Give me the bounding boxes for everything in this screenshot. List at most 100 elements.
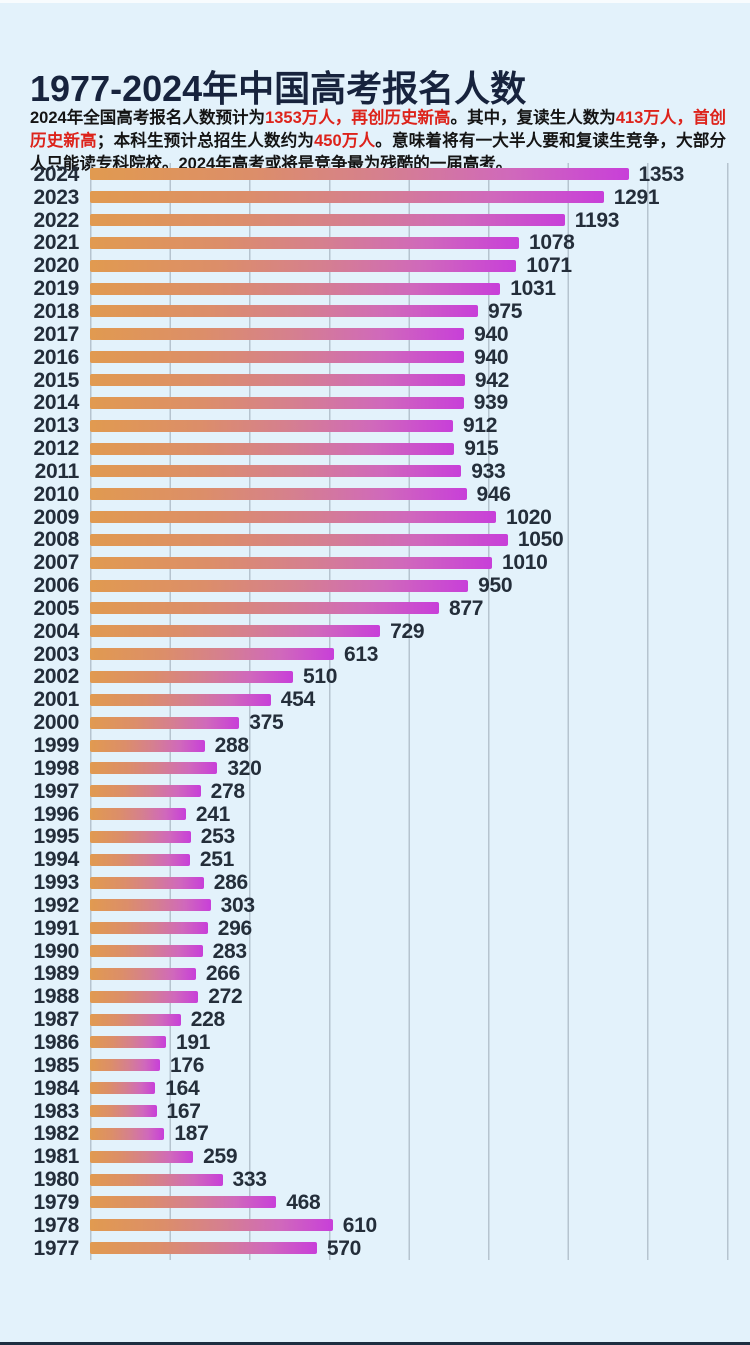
row-plot-area: 933 <box>90 461 750 482</box>
intro-segment: 。其中，复读生人数为 <box>450 108 616 127</box>
bar <box>90 1219 333 1232</box>
bar <box>90 419 453 432</box>
bar <box>90 168 629 181</box>
year-label: 1992 <box>33 893 79 917</box>
year-label: 1999 <box>33 734 79 758</box>
row-plot-area: 278 <box>90 781 750 802</box>
value-label: 1291 <box>613 185 660 209</box>
value-label: 1020 <box>506 505 552 529</box>
year-label: 1996 <box>33 802 79 826</box>
chart-row: 1993 286 <box>0 871 750 894</box>
row-plot-area: 510 <box>90 666 750 687</box>
value-label: 191 <box>176 1030 211 1054</box>
bar <box>90 1150 194 1163</box>
row-plot-area: 613 <box>90 644 750 665</box>
chart-row: 2019 1031 <box>0 277 750 300</box>
bar <box>90 785 201 798</box>
row-plot-area: 946 <box>90 484 750 505</box>
bar <box>90 396 464 409</box>
value-label: 940 <box>474 322 509 346</box>
bar <box>90 1036 166 1049</box>
year-label: 2007 <box>33 551 79 575</box>
value-label: 915 <box>464 437 499 461</box>
row-plot-area: 1353 <box>90 164 750 185</box>
row-plot-area: 253 <box>90 826 750 847</box>
chart-row: 1991 296 <box>0 917 750 940</box>
bar <box>90 488 467 501</box>
value-label: 266 <box>205 962 241 986</box>
bar <box>90 625 381 638</box>
value-label: 272 <box>208 985 243 1009</box>
year-label: 1993 <box>33 871 79 895</box>
year-label: 1980 <box>33 1168 79 1192</box>
chart-row: 2023 1291 <box>0 186 750 209</box>
value-label: 259 <box>203 1145 238 1169</box>
row-plot-area: 1071 <box>90 255 750 276</box>
chart-row: 1985 176 <box>0 1054 750 1077</box>
year-label: 1998 <box>33 756 79 780</box>
year-label: 1985 <box>33 1053 79 1077</box>
row-plot-area: 228 <box>90 1009 750 1030</box>
bar <box>90 670 293 683</box>
row-plot-area: 942 <box>90 370 750 391</box>
chart-row: 2006 950 <box>0 574 750 597</box>
bar <box>90 1082 156 1095</box>
bar <box>90 442 455 455</box>
bar <box>90 579 469 592</box>
row-plot-area: 259 <box>90 1146 750 1167</box>
chart-row: 1990 283 <box>0 940 750 963</box>
chart-row: 2018 975 <box>0 300 750 323</box>
year-label: 1995 <box>33 825 79 849</box>
chart-row: 2012 915 <box>0 437 750 460</box>
bar <box>90 876 204 889</box>
row-plot-area: 176 <box>90 1055 750 1076</box>
bar <box>90 602 439 615</box>
value-label: 253 <box>200 825 235 849</box>
row-plot-area: 375 <box>90 712 750 733</box>
value-label: 1010 <box>502 551 548 575</box>
year-label: 2019 <box>33 277 79 301</box>
bottom-edge-strip <box>0 1342 750 1345</box>
value-label: 729 <box>390 619 425 643</box>
bar <box>90 1173 223 1186</box>
chart-row: 1982 187 <box>0 1122 750 1145</box>
value-label: 1071 <box>526 254 572 278</box>
chart-row: 1978 610 <box>0 1214 750 1237</box>
year-label: 2000 <box>33 711 79 735</box>
value-label: 912 <box>463 414 498 438</box>
year-label: 2004 <box>33 619 79 643</box>
bar <box>90 351 465 364</box>
row-plot-area: 272 <box>90 986 750 1007</box>
bar <box>90 830 191 843</box>
page-title: 1977-2024年中国高考报名人数 <box>30 68 527 110</box>
chart-row: 1983 167 <box>0 1100 750 1123</box>
year-label: 2001 <box>33 688 79 712</box>
row-plot-area: 940 <box>90 324 750 345</box>
bar <box>90 693 271 706</box>
bar <box>90 648 334 661</box>
intro-highlight: 413万人，首创历史新高 <box>30 108 726 150</box>
value-label: 1050 <box>517 528 564 552</box>
value-label: 1078 <box>529 231 575 255</box>
year-label: 2020 <box>33 254 79 278</box>
value-label: 251 <box>199 848 235 872</box>
value-label: 288 <box>214 734 249 758</box>
year-label: 2009 <box>33 505 79 529</box>
row-plot-area: 570 <box>90 1238 750 1259</box>
row-plot-area: 251 <box>90 849 750 870</box>
chart-row: 1994 251 <box>0 848 750 871</box>
chart-row: 2009 1020 <box>0 506 750 529</box>
year-label: 2017 <box>33 322 79 346</box>
bar <box>90 328 465 341</box>
bar <box>90 1196 277 1209</box>
row-plot-area: 1291 <box>90 187 750 208</box>
year-label: 2024 <box>33 162 79 186</box>
row-plot-area: 610 <box>90 1215 750 1236</box>
year-label: 2021 <box>33 231 79 255</box>
bar <box>90 259 517 272</box>
bar <box>90 1013 181 1026</box>
value-label: 454 <box>280 688 315 712</box>
chart-row: 2003 613 <box>0 643 750 666</box>
year-label: 2003 <box>33 642 79 666</box>
row-plot-area: 187 <box>90 1123 750 1144</box>
